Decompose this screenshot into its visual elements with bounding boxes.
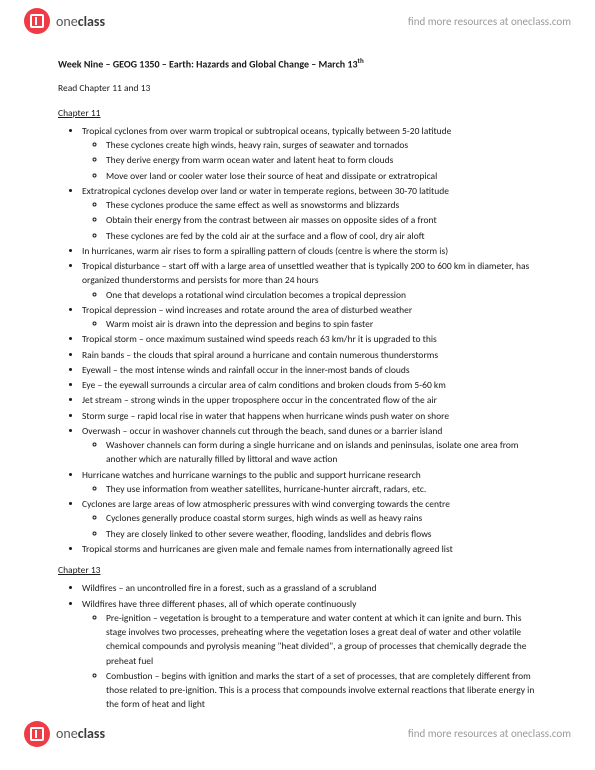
- footer-logo: oneclass: [24, 721, 105, 747]
- logo: oneclass: [24, 8, 105, 34]
- header-tagline: find more resources at oneclass.com: [408, 15, 571, 28]
- list-item: Tropical depression – wind increases and…: [82, 303, 537, 332]
- instruction-line: Read Chapter 11 and 13: [58, 81, 537, 95]
- document-body: Week Nine – GEOG 1350 – Earth: Hazards a…: [0, 42, 595, 712]
- chapter-13-heading: Chapter 13: [58, 563, 537, 577]
- chapter-11-heading: Chapter 11: [58, 106, 537, 120]
- list-item: Hurricane watches and hurricane warnings…: [82, 468, 537, 497]
- list-item: In hurricanes, warm air rises to form a …: [82, 244, 537, 258]
- list-item: Extratropical cyclones develop over land…: [82, 184, 537, 243]
- list-item: Cyclones are large areas of low atmosphe…: [82, 497, 537, 541]
- list-item: Eyewall – the most intense winds and rai…: [82, 363, 537, 377]
- sub-list: These cyclones create high winds, heavy …: [82, 138, 537, 183]
- list-item: Obtain their energy from the contrast be…: [106, 213, 537, 227]
- list-item: These cyclones produce the same effect a…: [106, 198, 537, 212]
- sub-list: Cyclones generally produce coastal storm…: [82, 511, 537, 541]
- list-item: Wildfires have three different phases, a…: [82, 597, 537, 712]
- sub-list: Pre-ignition – vegetation is brought to …: [82, 611, 537, 712]
- list-item: Tropical storm – once maximum sustained …: [82, 332, 537, 346]
- sub-list: Washover channels can form during a sing…: [82, 438, 537, 467]
- list-item: Jet stream – strong winds in the upper t…: [82, 393, 537, 407]
- list-item: They are closely linked to other severe …: [106, 527, 537, 541]
- list-item: Tropical storms and hurricanes are given…: [82, 542, 537, 556]
- sub-list: These cyclones produce the same effect a…: [82, 198, 537, 243]
- list-item: Combustion – begins with ignition and ma…: [106, 669, 537, 712]
- brand-text: oneclass: [56, 13, 105, 30]
- list-item: Tropical cyclones from over warm tropica…: [82, 124, 537, 183]
- chapter-13-list: Wildfires – an uncontrolled fire in a fo…: [58, 581, 537, 711]
- footer-tagline: find more resources at oneclass.com: [408, 727, 571, 740]
- logo-icon: [24, 721, 50, 747]
- sub-list: One that develops a rotational wind circ…: [82, 288, 537, 302]
- list-item: These cyclones create high winds, heavy …: [106, 138, 537, 152]
- list-item: These cyclones are fed by the cold air a…: [106, 229, 537, 243]
- list-item: Storm surge – rapid local rise in water …: [82, 409, 537, 423]
- page-footer: oneclass find more resources at oneclass…: [0, 713, 595, 755]
- sub-list: Warm moist air is drawn into the depress…: [82, 317, 537, 331]
- sub-list: They use information from weather satell…: [82, 482, 537, 496]
- list-item: Overwash – occur in washover channels cu…: [82, 424, 537, 467]
- list-item: Wildfires – an uncontrolled fire in a fo…: [82, 581, 537, 595]
- page-title: Week Nine – GEOG 1350 – Earth: Hazards a…: [58, 56, 537, 71]
- list-item: They derive energy from warm ocean water…: [106, 153, 537, 167]
- brand-text: oneclass: [56, 725, 105, 742]
- list-item: Warm moist air is drawn into the depress…: [106, 317, 537, 331]
- list-item: Move over land or cooler water lose thei…: [106, 169, 537, 183]
- chapter-11-list: Tropical cyclones from over warm tropica…: [58, 124, 537, 556]
- list-item: Eye – the eyewall surrounds a circular a…: [82, 378, 537, 392]
- list-item: They use information from weather satell…: [106, 482, 537, 496]
- list-item: Rain bands – the clouds that spiral arou…: [82, 348, 537, 362]
- list-item: Pre-ignition – vegetation is brought to …: [106, 611, 537, 668]
- list-item: Cyclones generally produce coastal storm…: [106, 511, 537, 525]
- list-item: One that develops a rotational wind circ…: [106, 288, 537, 302]
- page-header: oneclass find more resources at oneclass…: [0, 0, 595, 42]
- list-item: Washover channels can form during a sing…: [106, 438, 537, 467]
- logo-icon: [24, 8, 50, 34]
- list-item: Tropical disturbance – start off with a …: [82, 259, 537, 302]
